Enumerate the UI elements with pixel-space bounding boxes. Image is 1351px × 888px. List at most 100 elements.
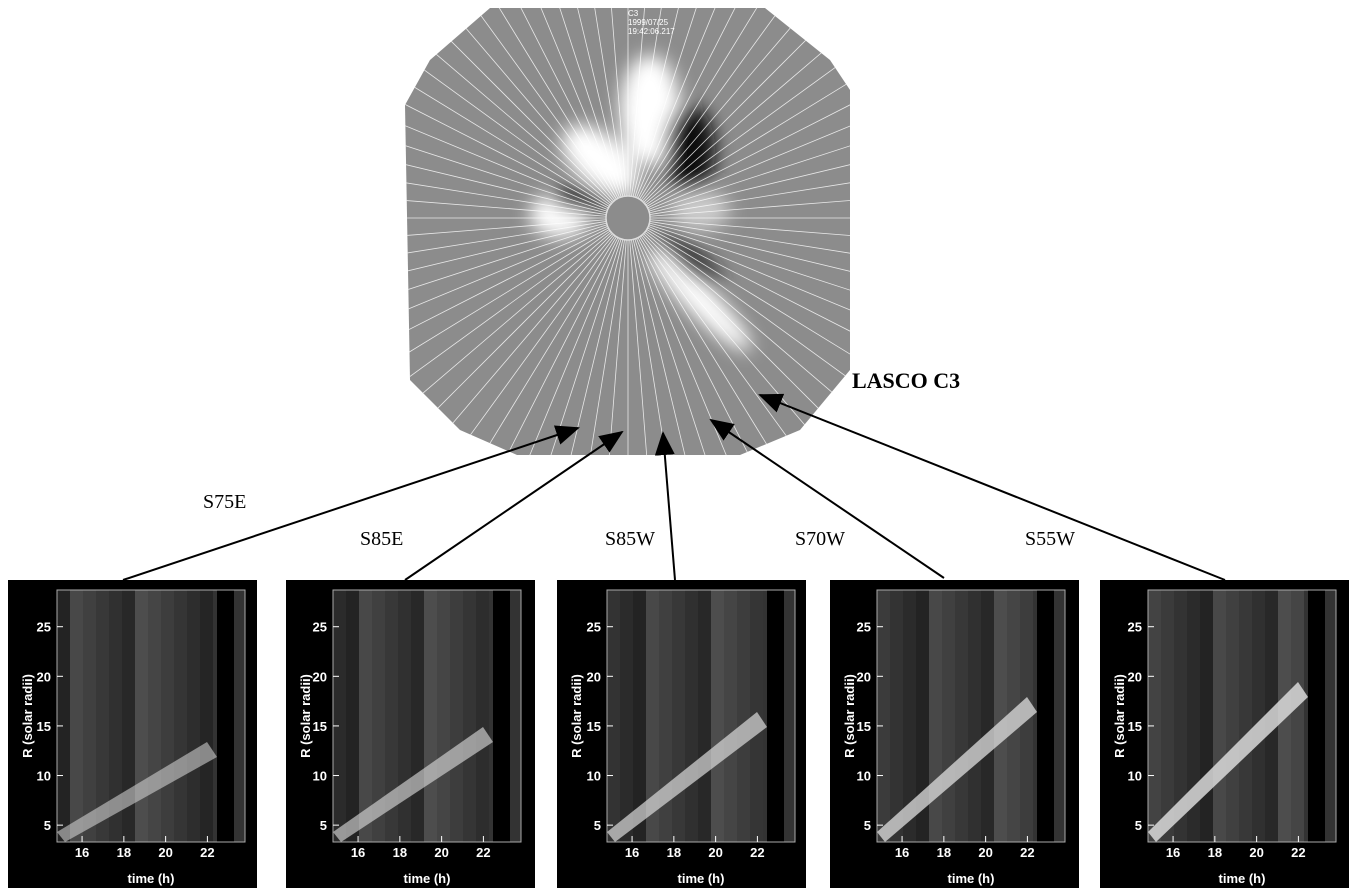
stripe: [685, 590, 698, 842]
x-tick-label: 20: [1249, 845, 1263, 860]
stripe: [711, 590, 724, 842]
stripe: [1200, 590, 1213, 842]
y-axis-label: R (solar radii): [842, 674, 857, 758]
stripe: [200, 590, 213, 842]
x-tick-label: 16: [625, 845, 639, 860]
panel-label: S55W: [1025, 528, 1075, 550]
y-tick-label: 20: [857, 669, 871, 684]
y-tick-label: 20: [587, 669, 601, 684]
stripe: [174, 590, 187, 842]
stripe: [450, 590, 463, 842]
stripe: [333, 590, 346, 842]
stripe: [476, 590, 489, 842]
x-tick-label: 18: [937, 845, 951, 860]
stripe: [929, 590, 942, 842]
arrow: [663, 433, 675, 580]
panel-label: S75E: [203, 491, 246, 513]
y-tick-label: 5: [594, 818, 601, 833]
arrow: [711, 420, 944, 578]
y-tick-label: 20: [37, 669, 51, 684]
gap: [1037, 590, 1054, 842]
panel-label: S85E: [360, 528, 403, 550]
stripe: [187, 590, 200, 842]
coronagraph-image: [298, 0, 958, 548]
y-tick-label: 15: [857, 719, 871, 734]
stripe: [1213, 590, 1226, 842]
x-axis-label: time (h): [948, 871, 995, 886]
stripe: [1161, 590, 1174, 842]
stamp: C3: [628, 9, 639, 18]
panel: 16182022510152025time (h)R (solar radii): [557, 580, 806, 888]
x-tick-label: 18: [117, 845, 131, 860]
x-tick-label: 16: [75, 845, 89, 860]
gap: [767, 590, 784, 842]
y-tick-label: 5: [44, 818, 51, 833]
stripe: [737, 590, 750, 842]
y-tick-label: 10: [587, 769, 601, 784]
y-axis-label: R (solar radii): [569, 674, 584, 758]
y-tick-label: 5: [1135, 818, 1142, 833]
stripe: [135, 590, 148, 842]
stripe: [942, 590, 955, 842]
y-tick-label: 5: [864, 818, 871, 833]
x-tick-label: 18: [667, 845, 681, 860]
panel-label: S85W: [605, 528, 655, 550]
arrow: [760, 395, 1225, 580]
x-tick-label: 22: [476, 845, 490, 860]
x-tick-label: 20: [434, 845, 448, 860]
y-tick-label: 10: [1128, 769, 1142, 784]
stripe: [994, 590, 1007, 842]
y-tick-label: 25: [313, 620, 327, 635]
stamp: 1999/07/25: [628, 18, 669, 27]
stripe: [981, 590, 994, 842]
y-tick-label: 15: [587, 719, 601, 734]
x-tick-label: 20: [708, 845, 722, 860]
stripe: [1226, 590, 1239, 842]
x-tick-label: 16: [351, 845, 365, 860]
figure: C3 1999/07/25 19:42:06.217 LASCO C3 16 18…: [0, 0, 1351, 888]
y-axis-label: R (solar radii): [298, 674, 313, 758]
x-tick-label: 20: [978, 845, 992, 860]
y-tick-label: 20: [313, 669, 327, 684]
stripe: [70, 590, 83, 842]
stripe: [672, 590, 685, 842]
image-label: LASCO C3: [852, 368, 960, 393]
stripe: [57, 590, 70, 842]
stripe: [1239, 590, 1252, 842]
x-tick-label: 16: [895, 845, 909, 860]
stripe: [1148, 590, 1161, 842]
stripe: [411, 590, 424, 842]
stripe: [437, 590, 450, 842]
stripe: [1291, 590, 1304, 842]
stripe: [359, 590, 372, 842]
panel: 16182022510152025time (h)R (solar radii): [286, 580, 535, 888]
stripe: [620, 590, 633, 842]
stripe: [346, 590, 359, 842]
gap: [1308, 590, 1325, 842]
x-axis-label: time (h): [128, 871, 175, 886]
y-tick-label: 10: [37, 769, 51, 784]
x-tick-label: 22: [200, 845, 214, 860]
y-tick-label: 25: [857, 620, 871, 635]
y-axis-label: R (solar radii): [20, 674, 35, 758]
stripe: [890, 590, 903, 842]
y-tick-label: 25: [1128, 620, 1142, 635]
stripe: [698, 590, 711, 842]
stripe: [463, 590, 476, 842]
y-tick-label: 10: [313, 769, 327, 784]
x-axis-label: time (h): [1219, 871, 1266, 886]
arrow: [123, 428, 578, 580]
gap: [493, 590, 510, 842]
x-axis-label: time (h): [404, 871, 451, 886]
y-tick-label: 25: [37, 620, 51, 635]
y-tick-label: 25: [587, 620, 601, 635]
stamp: 19:42:06.217: [628, 27, 675, 36]
stripe: [161, 590, 174, 842]
y-tick-label: 10: [857, 769, 871, 784]
x-tick-label: 22: [1291, 845, 1305, 860]
x-axis-label: time (h): [678, 871, 725, 886]
stripe: [83, 590, 96, 842]
arrow: [405, 432, 622, 580]
stripe: [724, 590, 737, 842]
page: C3 1999/07/25 19:42:06.217 LASCO C3 16 18…: [0, 0, 1351, 888]
